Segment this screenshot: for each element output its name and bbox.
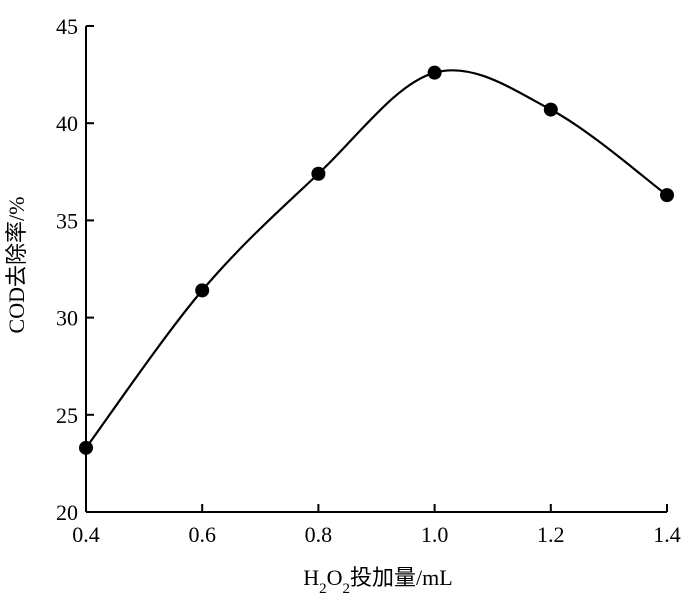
x-tick-label: 1.0 bbox=[421, 522, 449, 547]
y-tick-label: 25 bbox=[56, 403, 78, 428]
y-tick-label: 35 bbox=[56, 208, 78, 233]
data-point bbox=[660, 188, 674, 203]
data-point bbox=[79, 440, 93, 455]
x-axis-title: H2O2投加量/mL bbox=[303, 565, 452, 597]
x-tick-label: 0.4 bbox=[72, 522, 100, 547]
x-tick-label: 1.4 bbox=[653, 522, 681, 547]
data-point bbox=[195, 283, 210, 298]
ticks: 0.4 0.6 0.8 1.0 1.2 1.4 20 25 30 35 40 45 bbox=[56, 14, 681, 547]
data-point bbox=[311, 166, 326, 181]
y-tick-label: 20 bbox=[56, 500, 78, 525]
data-point bbox=[427, 65, 442, 80]
x-tick-label: 1.2 bbox=[537, 522, 565, 547]
data-point bbox=[543, 102, 558, 117]
axes bbox=[85, 26, 667, 513]
series bbox=[79, 65, 674, 455]
series-line bbox=[85, 69, 668, 449]
y-tick-label: 40 bbox=[56, 111, 78, 136]
y-axis-title: COD去除率/% bbox=[4, 197, 29, 334]
x-tick-label: 0.6 bbox=[188, 522, 216, 547]
x-tick-label: 0.8 bbox=[305, 522, 333, 547]
y-tick-label: 45 bbox=[56, 14, 78, 39]
y-tick-label: 30 bbox=[56, 306, 78, 331]
